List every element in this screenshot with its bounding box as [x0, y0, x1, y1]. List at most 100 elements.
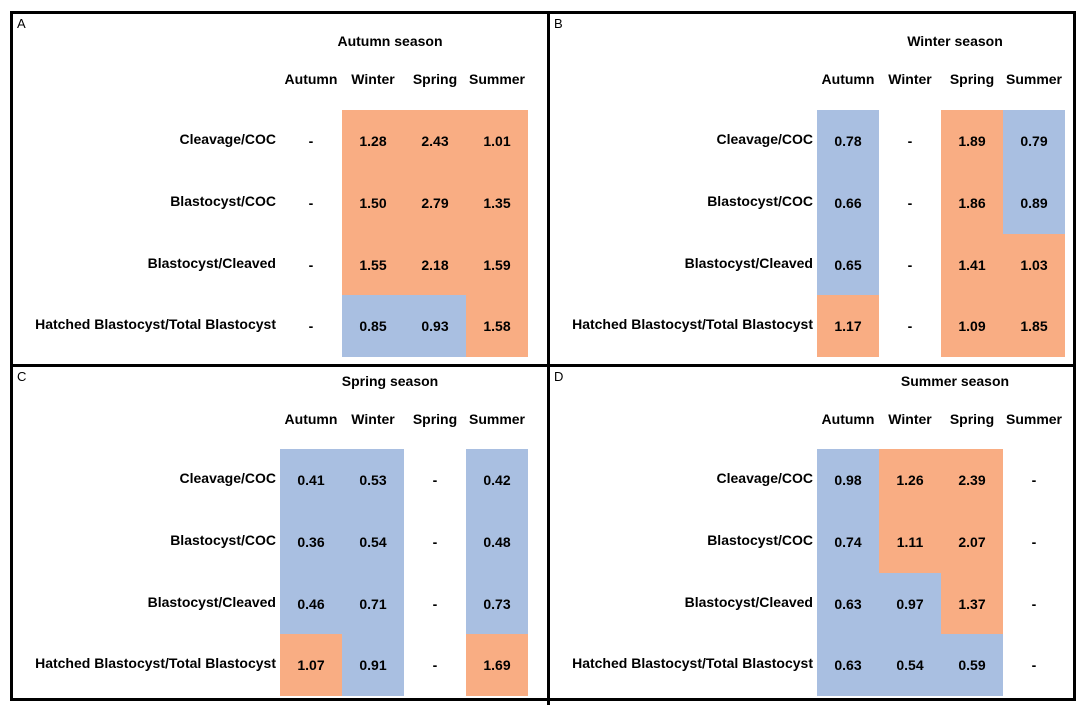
- panel-letter: D: [554, 369, 564, 384]
- column-header: Winter: [888, 411, 932, 427]
- heatmap-cell: 1.28: [342, 110, 404, 172]
- column-header: Winter: [351, 411, 395, 427]
- row-label: Blastocyst/COC: [707, 532, 813, 548]
- heatmap-cell: 1.50: [342, 172, 404, 234]
- column-header: Spring: [412, 411, 458, 427]
- panel-title: Spring season: [341, 373, 439, 389]
- panel-a: A Autumn season Autumn Winter Spring Summer…: [13, 14, 547, 364]
- row-label: Blastocyst/Cleaved: [684, 255, 813, 271]
- row-label: Cleavage/COC: [179, 131, 276, 147]
- column-header: Winter: [888, 71, 932, 87]
- heatmap-cell: 0.63: [817, 573, 879, 635]
- heatmap-cell: 1.55: [342, 234, 404, 296]
- panel-divider-vertical: [547, 11, 550, 705]
- panel-letter: A: [17, 16, 26, 31]
- column-header: Winter: [351, 71, 395, 87]
- column-header: Autumn: [821, 411, 875, 427]
- row-label: Blastocyst/COC: [170, 532, 276, 548]
- heatmap-cell: 0.53: [342, 449, 404, 511]
- heatmap-cell: 0.93: [404, 295, 466, 357]
- heatmap-cell: 0.89: [1003, 172, 1065, 234]
- row-label: Cleavage/COC: [179, 470, 276, 486]
- heatmap-cell: 2.18: [404, 234, 466, 296]
- heatmap-cell: -: [404, 449, 466, 511]
- row-label: Blastocyst/Cleaved: [684, 594, 813, 610]
- row-label: Hatched Blastocyst/Total Blastocyst: [572, 655, 813, 671]
- column-header: Autumn: [821, 71, 875, 87]
- heatmap-cell: 2.39: [941, 449, 1003, 511]
- panel-d: D Summer season Autumn Winter Spring Summer…: [550, 367, 1073, 701]
- panel-title: Autumn season: [337, 33, 443, 49]
- heatmap-cell: 0.46: [280, 573, 342, 635]
- panel-letter: B: [554, 16, 563, 31]
- heatmap-cell: -: [404, 634, 466, 696]
- panel-title: Winter season: [907, 33, 1003, 49]
- panel-letter: C: [17, 369, 27, 384]
- heatmap-cell: 1.01: [466, 110, 528, 172]
- row-label: Hatched Blastocyst/Total Blastocyst: [35, 655, 276, 671]
- heatmap-cell: 1.41: [941, 234, 1003, 296]
- heatmap-cell: 1.03: [1003, 234, 1065, 296]
- column-header: Spring: [949, 71, 995, 87]
- row-label: Blastocyst/Cleaved: [147, 594, 276, 610]
- heatmap-cell: 0.66: [817, 172, 879, 234]
- column-header: Summer: [468, 71, 526, 87]
- heatmap-cell: -: [280, 110, 342, 172]
- heatmap-cell: 2.79: [404, 172, 466, 234]
- heatmap-cell: 1.11: [879, 511, 941, 573]
- column-header: Spring: [412, 71, 458, 87]
- heatmap-cell: -: [280, 234, 342, 296]
- column-header: Autumn: [284, 411, 338, 427]
- row-label: Cleavage/COC: [716, 470, 813, 486]
- heatmap-cell: 0.79: [1003, 110, 1065, 172]
- heatmap-cell: 0.41: [280, 449, 342, 511]
- heatmap-cell: 0.54: [342, 511, 404, 573]
- heatmap-cell: -: [280, 172, 342, 234]
- heatmap-cell: 1.69: [466, 634, 528, 696]
- heatmap-cell: -: [280, 295, 342, 357]
- heatmap-cell: 2.43: [404, 110, 466, 172]
- panel-c: C Spring season Autumn Winter Spring Summer…: [13, 367, 547, 701]
- heatmap-cell: 0.63: [817, 634, 879, 696]
- heatmap-cell: 2.07: [941, 511, 1003, 573]
- row-label: Blastocyst/COC: [707, 193, 813, 209]
- heatmap-cell: 1.59: [466, 234, 528, 296]
- heatmap-cell: -: [1003, 573, 1065, 635]
- heatmap-cell: 1.07: [280, 634, 342, 696]
- heatmap-cell: 0.71: [342, 573, 404, 635]
- heatmap-cell: -: [1003, 634, 1065, 696]
- heatmap-cell: -: [879, 172, 941, 234]
- heatmap-cell: 1.85: [1003, 295, 1065, 357]
- heatmap-cell: 0.59: [941, 634, 1003, 696]
- heatmap-cell: 0.97: [879, 573, 941, 635]
- heatmap-cell: 0.78: [817, 110, 879, 172]
- heatmap-cell: 0.54: [879, 634, 941, 696]
- figure-frame: [10, 11, 1076, 701]
- heatmap-cell: -: [879, 234, 941, 296]
- heatmap-cell: 0.91: [342, 634, 404, 696]
- column-header: Summer: [1005, 411, 1063, 427]
- heatmap-cell: 0.73: [466, 573, 528, 635]
- row-label: Blastocyst/Cleaved: [147, 255, 276, 271]
- heatmap-cell: -: [404, 511, 466, 573]
- heatmap-cell: 0.65: [817, 234, 879, 296]
- column-header: Autumn: [284, 71, 338, 87]
- heatmap-cell: 1.86: [941, 172, 1003, 234]
- heatmap-cell: 0.36: [280, 511, 342, 573]
- heatmap-cell: 1.89: [941, 110, 1003, 172]
- column-header: Spring: [949, 411, 995, 427]
- heatmap-cell: 0.98: [817, 449, 879, 511]
- column-header: Summer: [468, 411, 526, 427]
- heatmap-cell: -: [1003, 511, 1065, 573]
- heatmap-cell: 0.48: [466, 511, 528, 573]
- heatmap-cell: 1.37: [941, 573, 1003, 635]
- heatmap-cell: -: [879, 295, 941, 357]
- heatmap-cell: 1.58: [466, 295, 528, 357]
- heatmap-cell: 0.42: [466, 449, 528, 511]
- heatmap-cell: 0.74: [817, 511, 879, 573]
- heatmap-cell: -: [404, 573, 466, 635]
- row-label: Cleavage/COC: [716, 131, 813, 147]
- heatmap-cell: 1.35: [466, 172, 528, 234]
- panel-b: B Winter season Autumn Winter Spring Summer…: [550, 14, 1073, 364]
- row-label: Hatched Blastocyst/Total Blastocyst: [35, 316, 276, 332]
